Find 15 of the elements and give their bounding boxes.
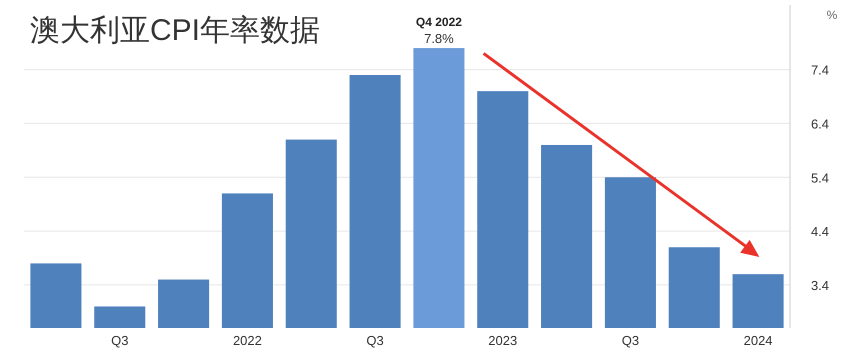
y-tick-label: 4.4: [810, 224, 830, 240]
y-axis-title: %: [826, 8, 838, 22]
data-label: 7.8%: [424, 31, 454, 46]
x-tick-label: Q3: [622, 333, 640, 348]
y-tick-label: 6.4: [810, 116, 830, 132]
x-tick-label: 2024: [744, 333, 773, 348]
chart-title: 澳大利亚CPI年率数据: [30, 14, 320, 47]
x-tick-label: 2022: [232, 333, 262, 348]
x-tick-label: 2023: [488, 333, 518, 348]
y-tick-label: 5.4: [810, 170, 830, 186]
y-tick-label: 3.4: [810, 278, 830, 293]
annotation: Q4 2022: [416, 15, 462, 30]
x-tick-label: Q3: [366, 333, 384, 348]
y-tick-label: 7.4: [810, 62, 830, 78]
x-tick-label: Q3: [111, 333, 128, 348]
